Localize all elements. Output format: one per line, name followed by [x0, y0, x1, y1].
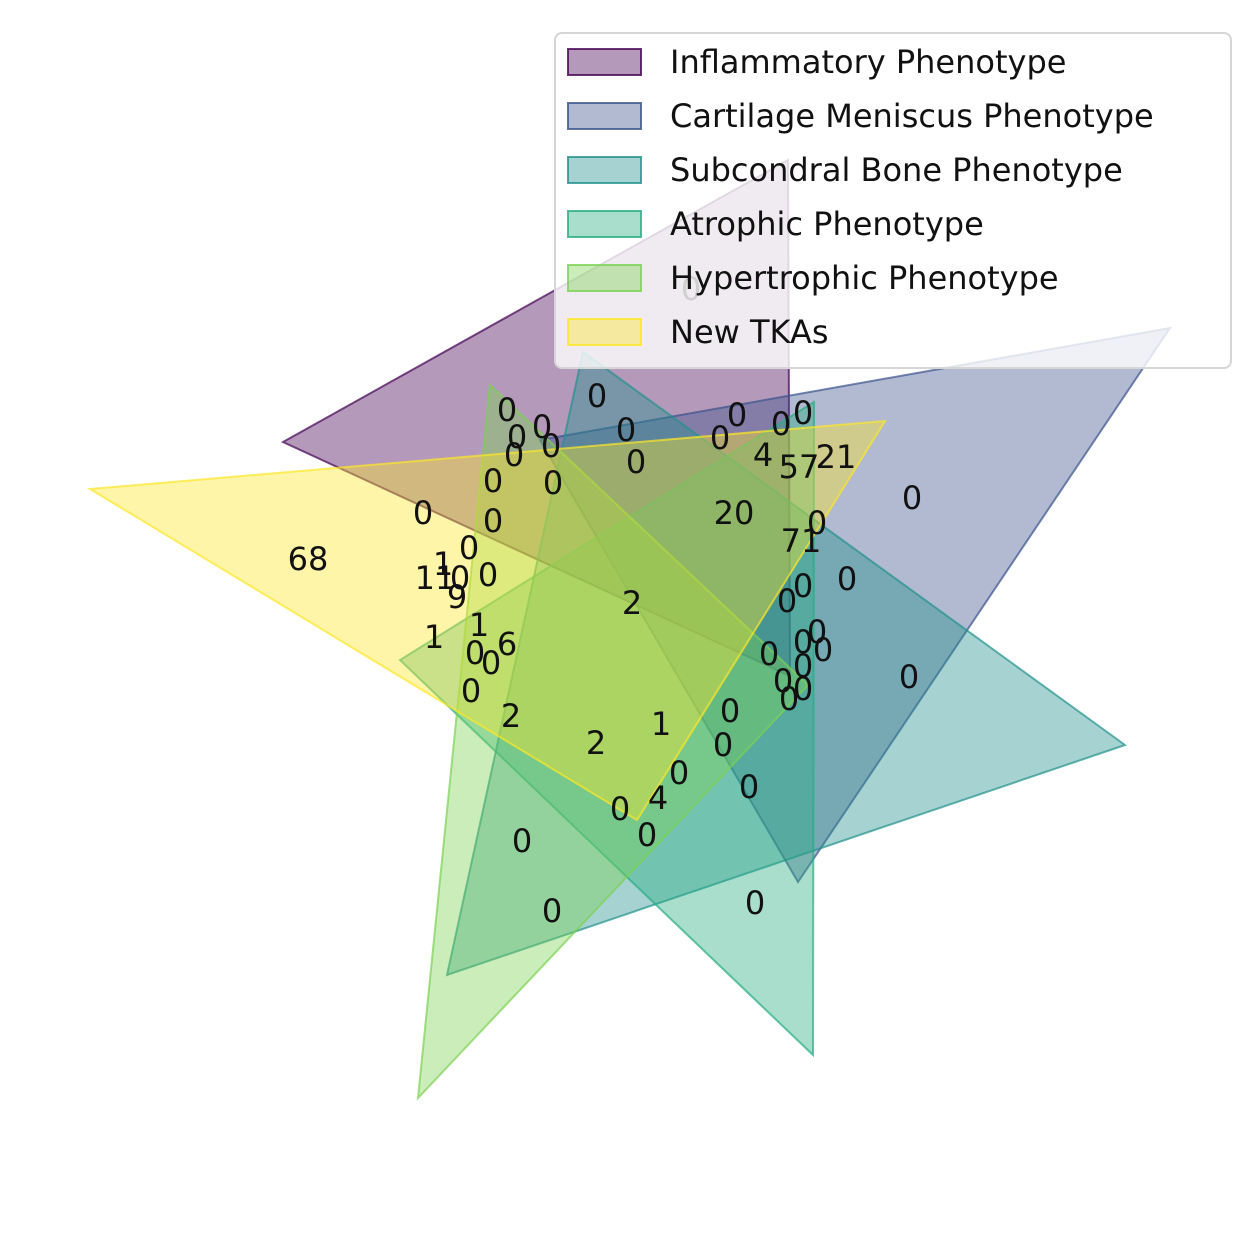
- region-count: 0: [771, 405, 791, 443]
- legend-swatch: [567, 264, 642, 292]
- region-count: 0: [461, 672, 481, 710]
- legend-swatch: [567, 210, 642, 238]
- region-count: 0: [793, 670, 813, 708]
- region-count: 1: [469, 606, 489, 644]
- region-count: 0: [773, 662, 793, 700]
- region-count: 0: [541, 427, 561, 465]
- region-count: 57: [779, 448, 820, 486]
- set-shapes: [86, 158, 1173, 1101]
- legend-frame: [554, 32, 1232, 369]
- legend-item: Hypertrophic Phenotype: [567, 259, 1059, 297]
- region-count: 0: [637, 816, 657, 854]
- region-count: 0: [610, 790, 630, 828]
- region-count: 0: [779, 680, 799, 718]
- region-count: 0: [459, 529, 479, 567]
- legend-item: Subcondral Bone Phenotype: [567, 151, 1123, 189]
- region-count: 0: [759, 635, 779, 673]
- set-shape-atrophic: [398, 400, 816, 1058]
- region-count: 0: [497, 391, 517, 429]
- set-shape-hypertrophic: [416, 382, 810, 1101]
- region-count: 0: [543, 464, 563, 502]
- region-count: 21: [816, 438, 857, 476]
- region-count: 11: [415, 559, 456, 597]
- region-count: 0: [669, 754, 689, 792]
- region-count: 4: [648, 779, 668, 817]
- region-count: 0: [793, 567, 813, 605]
- region-count: 0: [616, 411, 636, 449]
- region-count: 1: [433, 545, 453, 583]
- region-count: 0: [532, 408, 552, 446]
- region-count: 0: [902, 479, 922, 517]
- region-count: 0: [777, 582, 797, 620]
- region-count: 0: [413, 494, 433, 532]
- region-count: 0: [483, 462, 503, 500]
- region-count: 4: [753, 436, 773, 474]
- legend-label: Cartilage Meniscus Phenotype: [670, 97, 1154, 135]
- legend-swatch: [567, 156, 642, 184]
- region-count: 1: [424, 618, 444, 656]
- region-count: 0: [713, 726, 733, 764]
- region-count: 1: [651, 705, 671, 743]
- region-count: 0: [807, 613, 827, 651]
- legend-label: Hypertrophic Phenotype: [670, 259, 1059, 297]
- set-shape-new-tkas: [86, 419, 887, 822]
- region-count: 68: [288, 540, 329, 578]
- region-count: 71: [781, 522, 822, 560]
- region-count: 2: [622, 584, 642, 622]
- region-count: 0: [793, 394, 813, 432]
- region-count: 6: [497, 625, 517, 663]
- legend-item: Inflammatory Phenotype: [567, 43, 1066, 81]
- region-count: 0: [626, 443, 646, 481]
- legend-label: Atrophic Phenotype: [670, 205, 984, 243]
- legend-label: Inflammatory Phenotype: [670, 43, 1066, 81]
- legend-label: New TKAs: [670, 313, 829, 351]
- region-count: 0: [837, 560, 857, 598]
- region-count: 0: [813, 631, 833, 669]
- legend-swatch: [567, 318, 642, 346]
- region-count: 0: [710, 419, 730, 457]
- region-count: 2: [501, 697, 521, 735]
- region-count: 0: [478, 556, 498, 594]
- legend-item: Atrophic Phenotype: [567, 205, 984, 243]
- region-count: 0: [465, 634, 485, 672]
- set-shape-cartilage-meniscus: [538, 326, 1173, 884]
- region-count: 0: [899, 658, 919, 696]
- region-count: 9: [447, 578, 467, 616]
- region-count: 0: [450, 559, 470, 597]
- region-count: 0: [587, 377, 607, 415]
- region-count: 0: [793, 623, 813, 661]
- region-count: 0: [483, 502, 503, 540]
- legend-swatch: [567, 102, 642, 130]
- legend-item: New TKAs: [567, 313, 829, 351]
- region-count: 2: [586, 724, 606, 762]
- region-count: 0: [507, 418, 527, 456]
- legend-label: Subcondral Bone Phenotype: [670, 151, 1123, 189]
- legend-swatch: [567, 48, 642, 76]
- legend: Inflammatory Phenotype Cartilage Meniscu…: [554, 32, 1232, 369]
- region-count: 20: [714, 494, 755, 532]
- region-count: 0: [745, 884, 765, 922]
- region-count: 0: [727, 396, 747, 434]
- legend-item: Cartilage Meniscus Phenotype: [567, 97, 1154, 135]
- region-count: 0: [481, 644, 501, 682]
- region-count: 0: [542, 892, 562, 930]
- region-count: 0: [504, 436, 524, 474]
- region-count: 0: [512, 822, 532, 860]
- region-count: 0: [739, 768, 759, 806]
- region-count: 0: [720, 692, 740, 730]
- region-count: 0: [793, 647, 813, 685]
- region-count: 0: [807, 504, 827, 542]
